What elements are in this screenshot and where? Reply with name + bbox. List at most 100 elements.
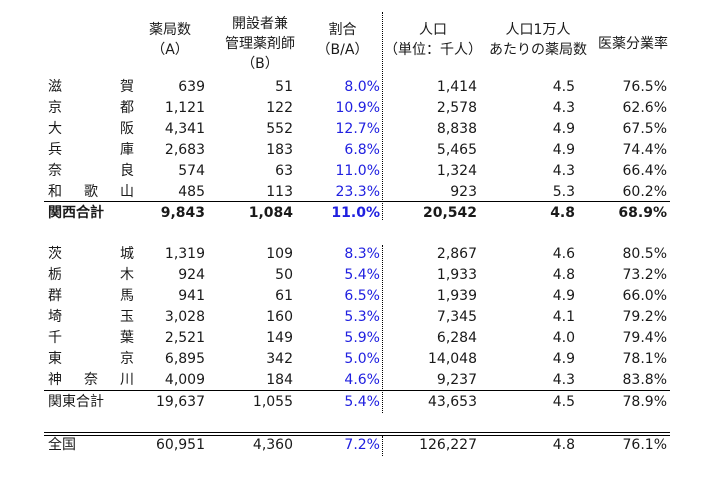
population-cell: 2,578 xyxy=(436,100,477,116)
separation-rate-cell: 78.1% xyxy=(622,351,667,367)
separation-rate-cell: 79.2% xyxy=(622,309,667,325)
table-row: 栃木 924 50 5.4% 1,933 4.8 73.2% xyxy=(44,265,670,286)
prefecture-name-chars: 和歌山 xyxy=(48,182,134,203)
table-row: 東京 6,895 342 5.0% 14,048 4.9 78.1% xyxy=(44,349,670,370)
separation-rate-cell: 76.1% xyxy=(622,437,667,453)
separation-rate-cell: 73.2% xyxy=(622,267,667,283)
prefecture-name: 埼玉 xyxy=(48,307,138,328)
header-per10k-line1: 人口1万人 xyxy=(505,22,571,38)
table-row: 埼玉 3,028 160 5.3% 7,345 4.1 79.2% xyxy=(44,307,670,328)
separation-rate-cell: 78.9% xyxy=(622,394,667,410)
population-cell: 1,324 xyxy=(436,163,477,179)
pharmacies-cell: 924 xyxy=(178,267,205,283)
prefecture-char: 京 xyxy=(120,351,134,367)
prefecture-name: 奈良 xyxy=(48,161,138,182)
owner-pharmacists-cell: 342 xyxy=(266,351,293,367)
per-10k-cell: 4.0 xyxy=(552,330,575,346)
population-cell: 1,933 xyxy=(436,267,477,283)
population-cell: 6,284 xyxy=(436,330,477,346)
owner-pharmacists-cell: 1,084 xyxy=(248,205,293,221)
prefecture-char: 京 xyxy=(48,100,62,116)
prefecture-name: 東京 xyxy=(48,349,138,370)
prefecture-name-chars: 千葉 xyxy=(48,328,134,349)
ratio-cell: 5.4% xyxy=(344,267,380,283)
owner-pharmacists-cell: 4,360 xyxy=(252,437,293,453)
table-row: 神 奈 川 4,009 184 4.6% 9,237 4.3 83.8% xyxy=(44,370,670,391)
prefecture-name-chars: 栃木 xyxy=(48,265,134,286)
header-pharmacies: 薬局数 （A） xyxy=(130,20,210,60)
prefecture-char: 東 xyxy=(48,351,62,367)
header-separation-line1: 医薬分業率 xyxy=(598,36,668,52)
prefecture-name: 大阪 xyxy=(48,119,138,140)
table-row: 群馬 941 61 6.5% 1,939 4.9 66.0% xyxy=(44,286,670,307)
pharmacies-cell: 639 xyxy=(178,79,205,95)
per-10k-cell: 4.3 xyxy=(552,372,575,388)
per-10k-cell: 4.8 xyxy=(552,267,575,283)
prefecture-name: 滋賀 xyxy=(48,77,138,98)
separation-rate-cell: 80.5% xyxy=(622,246,667,262)
per-10k-cell: 4.9 xyxy=(552,288,575,304)
pharmacies-cell: 941 xyxy=(178,288,205,304)
pharmacies-cell: 4,009 xyxy=(164,372,205,388)
prefecture-name-chars: 京都 xyxy=(48,98,134,119)
population-cell: 43,653 xyxy=(428,394,477,410)
ratio-cell: 11.0% xyxy=(335,163,380,179)
per-10k-cell: 4.9 xyxy=(552,121,575,137)
pharmacies-cell: 19,637 xyxy=(156,394,205,410)
header-per10k-line2: あたりの薬局数 xyxy=(489,42,587,58)
table-row: 茨城 1,319 109 8.3% 2,867 4.6 80.5% xyxy=(44,244,670,265)
pharmacies-cell: 4,341 xyxy=(164,121,205,137)
per-10k-cell: 4.3 xyxy=(552,163,575,179)
prefecture-name: 関西合計 xyxy=(48,205,104,221)
owner-pharmacists-cell: 109 xyxy=(266,246,293,262)
prefecture-name: 栃木 xyxy=(48,265,138,286)
total-row: 関東合計 19,637 1,055 5.4% 43,653 4.5 78.9% xyxy=(44,392,670,413)
ratio-cell: 10.9% xyxy=(335,100,380,116)
pharmacies-cell: 1,319 xyxy=(164,246,205,262)
population-cell: 14,048 xyxy=(428,351,477,367)
separation-rate-cell: 60.2% xyxy=(622,184,667,200)
owner-pharmacists-cell: 51 xyxy=(275,79,293,95)
column-divider xyxy=(382,245,383,413)
ratio-cell: 5.4% xyxy=(344,394,380,410)
ratio-cell: 6.5% xyxy=(344,288,380,304)
prefecture-name-chars: 奈良 xyxy=(48,161,134,182)
owner-pharmacists-cell: 183 xyxy=(266,142,293,158)
population-cell: 2,867 xyxy=(436,246,477,262)
pharmacies-cell: 1,121 xyxy=(164,100,205,116)
population-cell: 9,237 xyxy=(436,372,477,388)
prefecture-char: 神 xyxy=(48,372,62,388)
ratio-cell: 6.8% xyxy=(344,142,380,158)
owner-pharmacists-cell: 50 xyxy=(275,267,293,283)
prefecture-char: 玉 xyxy=(120,309,134,325)
prefecture-char: 阪 xyxy=(120,121,134,137)
separation-rate-cell: 74.4% xyxy=(622,142,667,158)
prefecture-name-chars: 茨城 xyxy=(48,244,134,265)
header-pharmacies-line1: 薬局数 xyxy=(149,22,191,38)
header-pharmacies-line2: （A） xyxy=(151,42,189,58)
prefecture-name: 千葉 xyxy=(48,328,138,349)
prefecture-char: 都 xyxy=(120,100,134,116)
prefecture-char: 兵 xyxy=(48,142,62,158)
prefecture-name: 京都 xyxy=(48,98,138,119)
header-owner-line2: 管理薬剤師 xyxy=(225,36,295,52)
prefecture-char: 葉 xyxy=(120,330,134,346)
prefecture-char: 良 xyxy=(120,163,134,179)
total-row: 関西合計 9,843 1,084 11.0% 20,542 4.8 68.9% xyxy=(44,203,670,224)
separation-rate-cell: 79.4% xyxy=(622,330,667,346)
prefecture-char: 木 xyxy=(120,267,134,283)
pharmacies-cell: 574 xyxy=(178,163,205,179)
owner-pharmacists-cell: 552 xyxy=(266,121,293,137)
national-double-rule xyxy=(44,432,670,436)
ratio-cell: 8.0% xyxy=(344,79,380,95)
prefecture-char: 歌 xyxy=(84,184,98,200)
table-row: 京都 1,121 122 10.9% 2,578 4.3 62.6% xyxy=(44,98,670,119)
prefecture-char: 賀 xyxy=(120,79,134,95)
pharmacies-cell: 60,951 xyxy=(156,437,205,453)
header-ratio: 割合 （B/A） xyxy=(305,20,380,60)
pharmacies-cell: 485 xyxy=(178,184,205,200)
separation-rate-cell: 76.5% xyxy=(622,79,667,95)
owner-pharmacists-cell: 160 xyxy=(266,309,293,325)
prefecture-name-chars: 埼玉 xyxy=(48,307,134,328)
header-population: 人口 （単位：千人） xyxy=(383,20,483,60)
